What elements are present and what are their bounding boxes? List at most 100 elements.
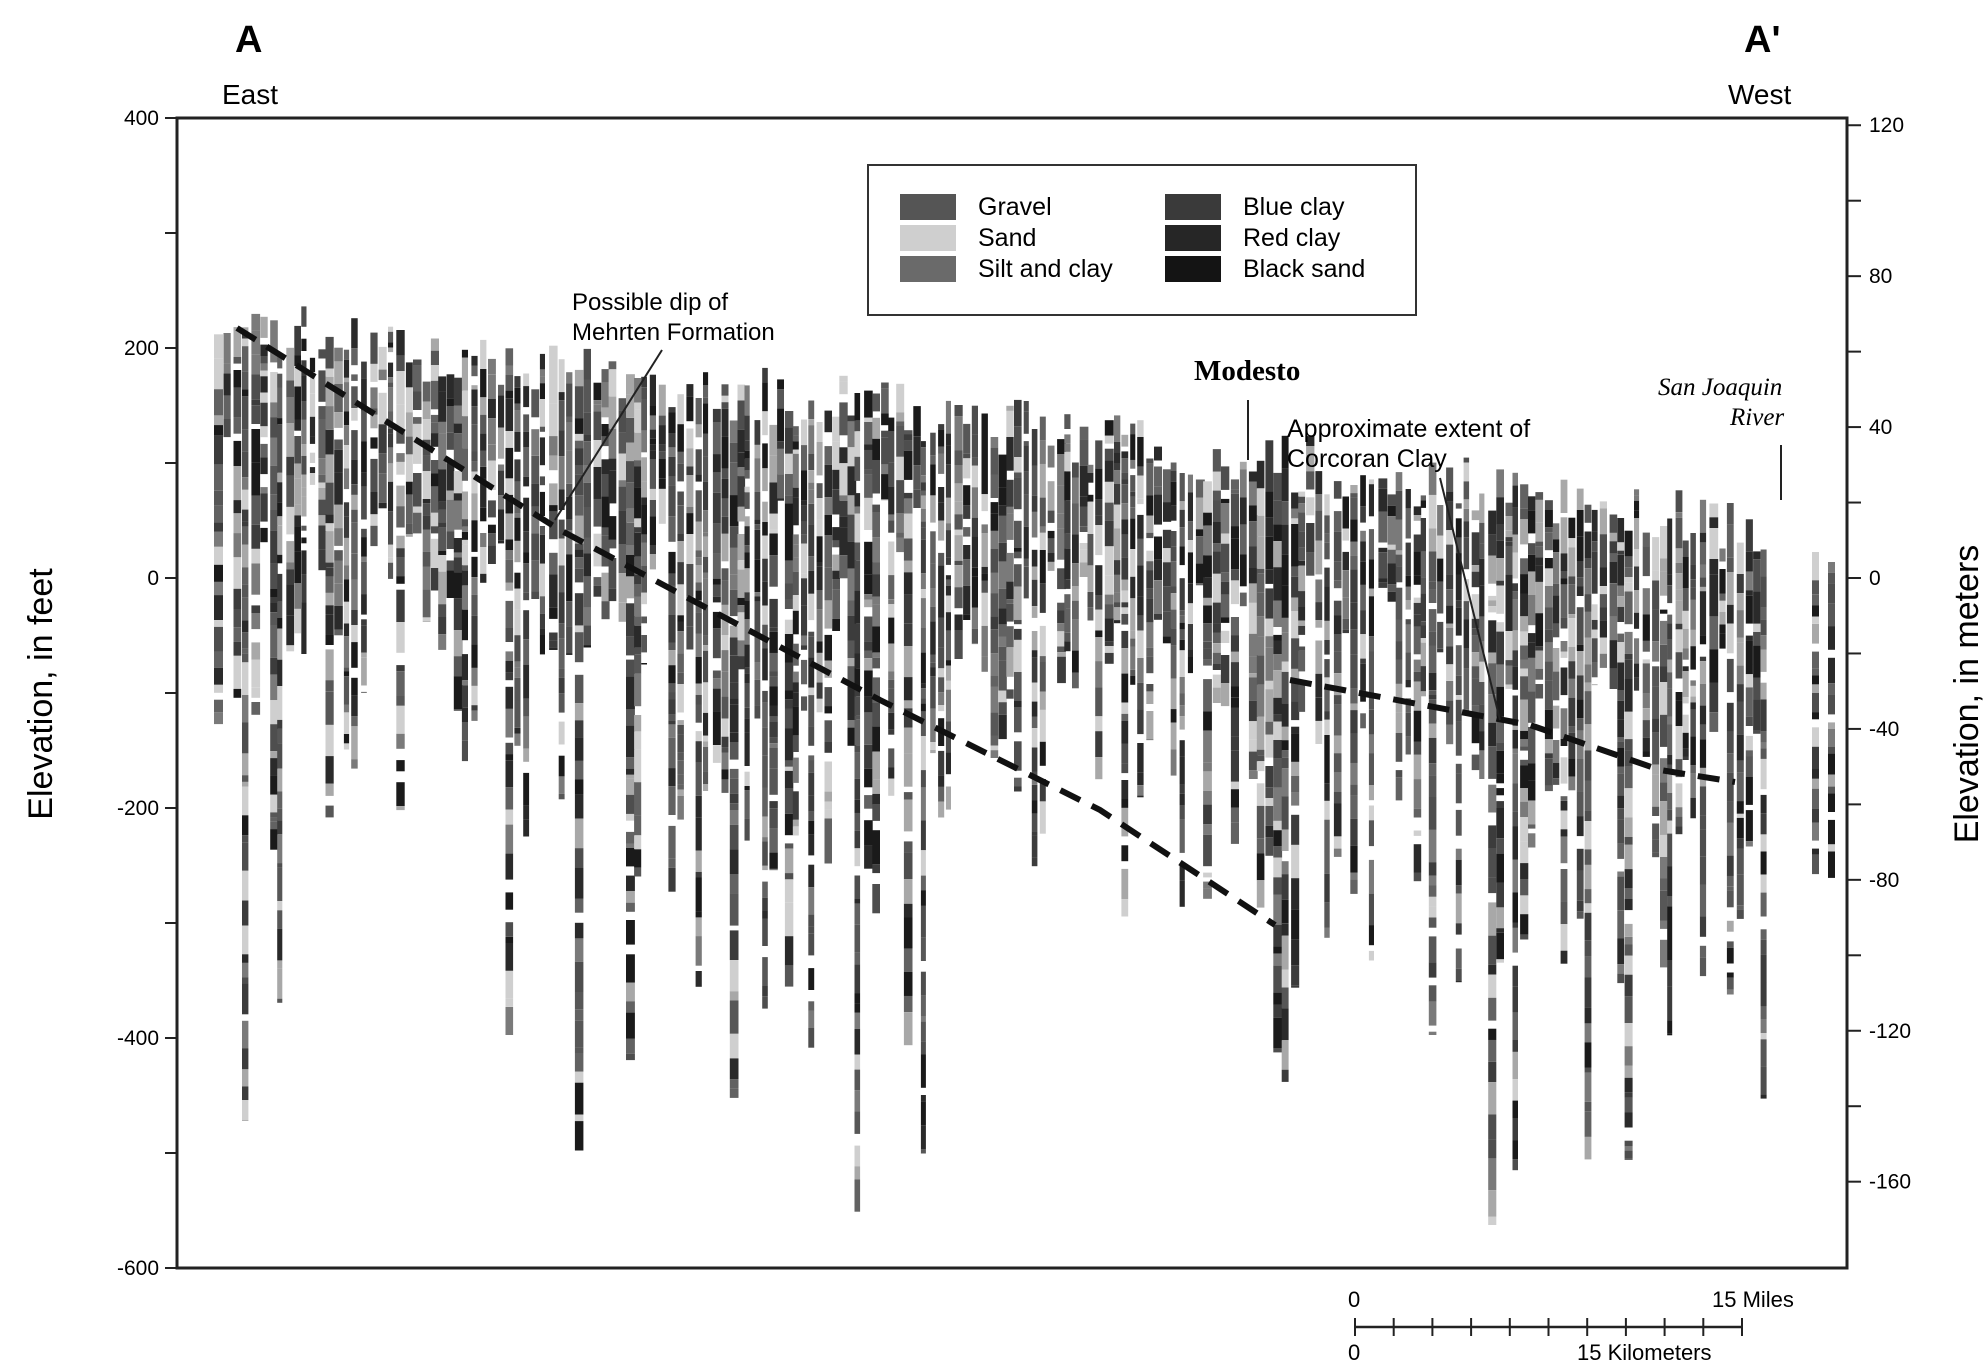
well-segment [626, 1001, 635, 1013]
well-segment [784, 788, 794, 814]
well-segment [1624, 750, 1633, 766]
well-segment [1488, 1158, 1497, 1191]
well-segment [1682, 666, 1689, 672]
well-segment [277, 441, 283, 473]
well-segment [641, 497, 647, 505]
well-segment [514, 661, 521, 668]
well-segment [1675, 548, 1683, 563]
well-segment [1281, 861, 1289, 875]
well-segment [1031, 429, 1038, 452]
well-segment [1179, 716, 1185, 730]
well-segment [1584, 912, 1592, 941]
well-segment [920, 573, 926, 590]
well-segment [1455, 518, 1462, 538]
well-segment [920, 1041, 926, 1055]
well-segment [1291, 776, 1300, 793]
well-segment [1072, 534, 1079, 564]
well-segment [1256, 880, 1265, 908]
well-segment [1368, 859, 1374, 894]
well-segment [888, 643, 895, 672]
well-segment [549, 505, 558, 512]
well-segment [1667, 960, 1673, 987]
well-segment [1544, 758, 1553, 786]
well-segment [1170, 722, 1177, 750]
well-segment [593, 382, 602, 401]
well-segment [1121, 602, 1129, 608]
well-segment [1760, 699, 1767, 732]
well-segment [325, 576, 334, 593]
well-segment [1496, 558, 1504, 581]
well-segment [744, 667, 750, 674]
well-segment [242, 544, 249, 568]
well-segment [1031, 835, 1038, 858]
well-segment [214, 699, 223, 713]
well-segment [677, 534, 684, 541]
well-segment [1599, 594, 1607, 608]
well-segment [461, 539, 468, 545]
well-segment [1760, 619, 1767, 636]
well-segment [1675, 600, 1683, 624]
well-segment [626, 875, 635, 891]
well-segment [430, 422, 439, 434]
well-segment [413, 512, 422, 534]
well-segment [686, 534, 694, 564]
well-segment [784, 728, 794, 761]
well-segment [514, 517, 521, 541]
well-segment [601, 572, 610, 597]
well-segment [1324, 620, 1330, 640]
well-segment [686, 396, 694, 422]
well-segment [1006, 506, 1014, 514]
well-segment [832, 469, 840, 490]
well-segment [361, 361, 367, 379]
well-segment [1291, 878, 1300, 910]
well-segment [1652, 839, 1660, 853]
well-segment [1137, 615, 1144, 631]
well-segment [626, 831, 635, 844]
well-segment [864, 574, 873, 595]
well-segment [531, 533, 540, 561]
well-segment [1387, 549, 1397, 564]
well-segment [1248, 751, 1258, 771]
well-segment [864, 417, 873, 422]
well-segment [1203, 804, 1212, 825]
well-segment [1298, 646, 1306, 651]
well-segment [1095, 595, 1103, 610]
well-segment [413, 506, 422, 513]
well-segment [1591, 531, 1598, 542]
well-segment [641, 566, 647, 593]
well-segment [277, 373, 283, 388]
well-segment [388, 331, 394, 343]
well-segment [539, 534, 545, 564]
well-segment [1667, 754, 1673, 765]
well-segment [668, 720, 676, 725]
well-segment [1512, 1100, 1518, 1118]
well-segment [351, 642, 358, 668]
well-segment [1753, 645, 1761, 666]
well-segment [1187, 521, 1193, 541]
well-segment [945, 689, 951, 722]
well-segment [1576, 900, 1584, 912]
well-segment [1544, 586, 1553, 608]
well-segment [1315, 602, 1323, 621]
well-segment [1745, 674, 1753, 688]
well-segment [847, 720, 857, 728]
well-segment [1617, 700, 1625, 720]
well-segment [1576, 586, 1584, 596]
well-segment [1488, 663, 1497, 694]
well-segment [712, 578, 721, 585]
well-segment [1560, 708, 1568, 739]
well-segment [1455, 763, 1462, 774]
well-segment [251, 313, 261, 331]
well-segment [1333, 600, 1342, 616]
well-segment [1146, 647, 1154, 657]
well-segment [1667, 866, 1673, 896]
well-segment [294, 386, 301, 420]
well-segment [1413, 808, 1422, 818]
well-segment [1624, 1065, 1633, 1078]
well-segment [872, 574, 880, 597]
well-segment [920, 711, 926, 737]
well-segment [1023, 526, 1029, 559]
well-segment [1121, 713, 1129, 721]
well-segment [1360, 658, 1366, 664]
well-segment [1179, 863, 1185, 881]
